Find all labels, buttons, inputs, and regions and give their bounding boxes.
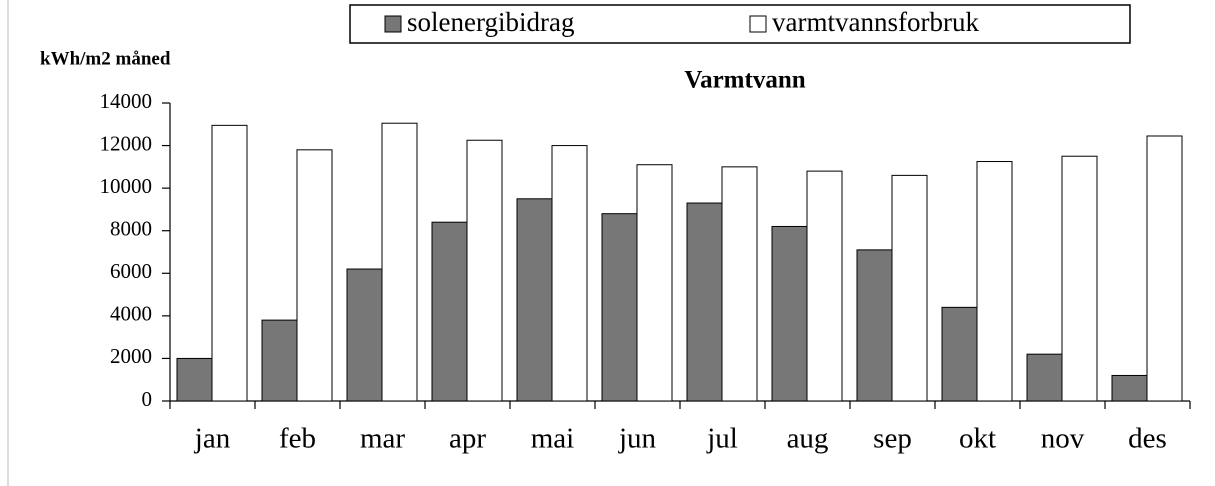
bar (771, 225, 808, 402)
x-tick-label: mar (360, 423, 405, 455)
bar (806, 170, 843, 402)
bar (1026, 353, 1063, 402)
y-tick-label: 4000 (110, 302, 152, 326)
y-tick-label: 8000 (110, 217, 152, 241)
x-tick-label: okt (959, 423, 996, 455)
bar (551, 145, 588, 402)
legend-swatch (384, 15, 402, 33)
legend-label: varmtvannsforbruk (772, 7, 979, 37)
x-tick-label: jan (194, 423, 231, 455)
bar (721, 166, 758, 402)
bar (941, 306, 978, 402)
y-tick-label: 0 (142, 387, 153, 411)
x-tick-label: des (1128, 423, 1167, 455)
bar (296, 149, 333, 402)
y-tick-label: 2000 (110, 344, 152, 368)
x-tick-label: jun (618, 423, 657, 455)
bar (976, 161, 1013, 402)
bar (1146, 135, 1183, 402)
y-tick-label: 12000 (100, 131, 153, 155)
y-axis-label: kWh/m2 måned (40, 48, 171, 69)
x-tick-label: apr (449, 423, 486, 455)
bar (891, 174, 928, 402)
x-tick-label: feb (279, 423, 316, 455)
bar (516, 198, 553, 402)
chart-title: Varmtvann (684, 67, 805, 94)
y-tick-label: 14000 (100, 89, 153, 113)
bar (856, 249, 893, 402)
y-tick-label: 10000 (100, 174, 153, 198)
bar (261, 319, 298, 402)
bar (686, 202, 723, 402)
bar (1111, 374, 1148, 402)
bar (431, 221, 468, 402)
x-tick-label: nov (1041, 423, 1085, 455)
bar (466, 139, 503, 402)
x-tick-label: sep (873, 423, 912, 455)
bar (346, 268, 383, 402)
bar (176, 357, 213, 402)
x-tick-label: jul (706, 423, 738, 455)
legend-swatch (749, 15, 767, 33)
bar (1061, 155, 1098, 402)
legend-box (349, 4, 1131, 44)
x-tick-label: aug (787, 423, 829, 455)
y-tick-label: 6000 (110, 259, 152, 283)
bar (211, 124, 248, 402)
x-tick-label: mai (531, 423, 575, 455)
bar (636, 164, 673, 402)
bar (381, 122, 418, 402)
bar (601, 213, 638, 402)
legend-label: solenergibidrag (407, 7, 574, 37)
